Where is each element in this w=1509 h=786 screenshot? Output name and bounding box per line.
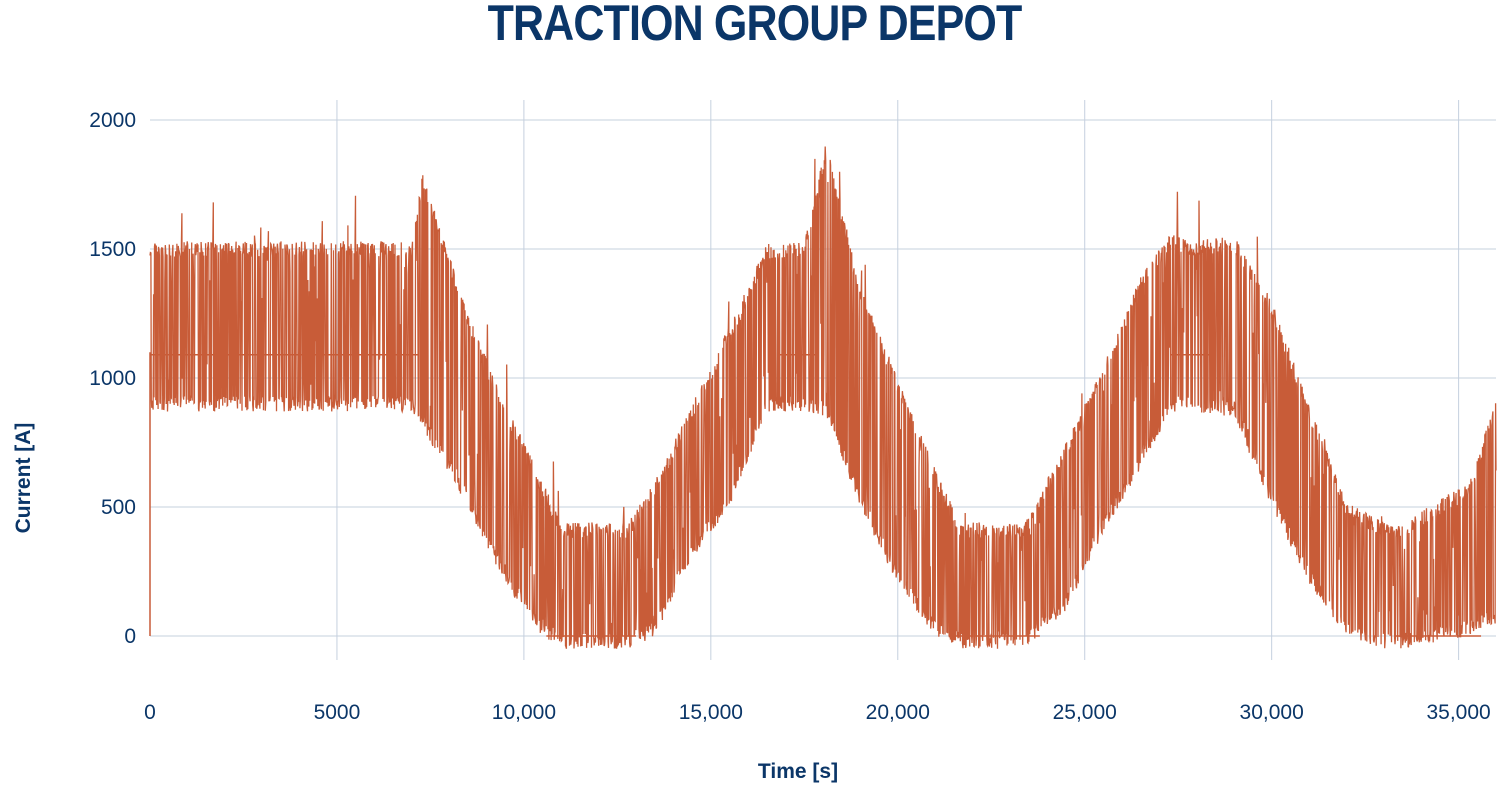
y-axis-ticks: 0 500 1000 1500 2000 bbox=[89, 109, 136, 648]
y-tick-label-4: 2000 bbox=[89, 109, 136, 132]
y-tick-label-0: 0 bbox=[124, 625, 136, 648]
x-tick-label-2: 10,000 bbox=[492, 701, 556, 724]
x-axis-ticks: 0 5000 10,000 15,000 20,000 25,000 30,000 35,00… bbox=[144, 701, 1491, 724]
current-series bbox=[149, 146, 1497, 649]
y-tick-label-2: 1000 bbox=[89, 367, 136, 390]
x-tick-label-1: 5000 bbox=[314, 701, 361, 724]
x-axis-label: Time [s] bbox=[758, 760, 838, 783]
x-tick-label-5: 25,000 bbox=[1053, 701, 1117, 724]
x-tick-label-6: 30,000 bbox=[1240, 701, 1304, 724]
chart-title: TRACTION GROUP DEPOT bbox=[487, 0, 1023, 51]
x-tick-label-3: 15,000 bbox=[679, 701, 743, 724]
y-axis-label: Current [A] bbox=[12, 423, 35, 534]
x-tick-label-0: 0 bbox=[144, 701, 156, 724]
x-tick-label-7: 35,000 bbox=[1426, 701, 1490, 724]
current-trace bbox=[149, 146, 1497, 649]
y-tick-label-1: 500 bbox=[101, 496, 136, 519]
x-tick-label-4: 20,000 bbox=[866, 701, 930, 724]
y-tick-label-3: 1500 bbox=[89, 238, 136, 261]
